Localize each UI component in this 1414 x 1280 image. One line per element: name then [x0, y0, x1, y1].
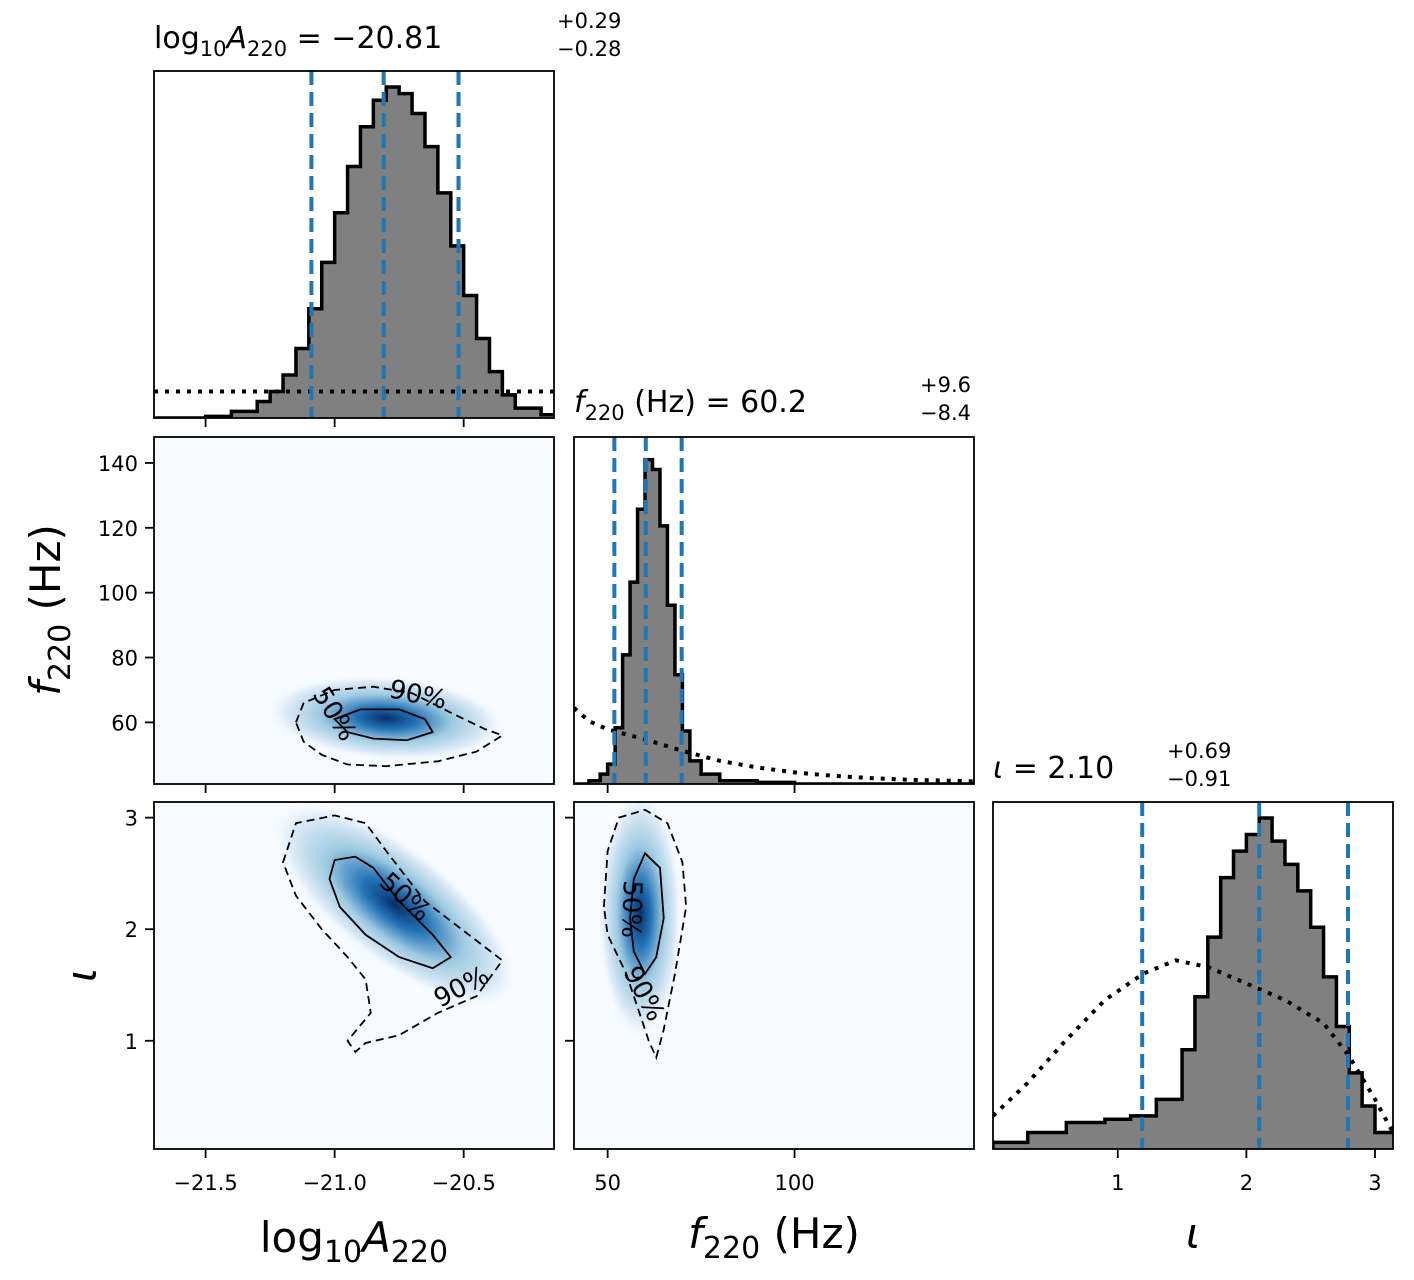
panel-hist-f220: [573, 436, 975, 785]
xtick-label-iota-1: 2: [1240, 1171, 1253, 1195]
xlabel-iota: ι: [1186, 1209, 1200, 1258]
hist-iota-fill: [993, 818, 1393, 1149]
title-iota-minus: −0.91: [1167, 767, 1231, 791]
ytick-label-f220-4: 140: [98, 452, 138, 476]
panel-2d-logA-iota: [153, 801, 555, 1150]
panel-hist-logA: [153, 70, 555, 419]
contour-50-logA-f220: [333, 708, 435, 742]
ylabel-iota: ι: [57, 968, 106, 982]
xtick-label-logA-1: −21.0: [302, 1171, 366, 1195]
xtick-label-f220-0: 50: [594, 1171, 621, 1195]
contour-90-f220-iota: [603, 808, 688, 1061]
ytick-label-f220-3: 120: [98, 517, 138, 541]
xtick-label-iota-2: 3: [1368, 1171, 1381, 1195]
title-f220-plus: +9.6: [920, 373, 971, 397]
title-iota: ι = 2.10: [993, 751, 1114, 786]
contour-50-logA-iota: [328, 855, 453, 970]
contour-90-logA-iota: [282, 814, 504, 1054]
quantile-lines: [309, 71, 1350, 1149]
ytick-label-f220-1: 80: [111, 647, 138, 671]
hist-f220-fill: [574, 459, 974, 784]
xlabel-logA: log10A220: [260, 1213, 448, 1270]
title-logA-minus: −0.28: [557, 37, 621, 61]
ytick-label-f220-2: 100: [98, 582, 138, 606]
hist-f220-step: [574, 457, 974, 784]
hist-logA-step: [154, 85, 554, 418]
hist-iota-step: [993, 816, 1393, 1149]
hist-logA-fill: [154, 87, 554, 418]
hist-iota-prior: [993, 958, 1393, 1134]
contour-label-50-f220-iota: 50%: [615, 880, 647, 939]
xtick-label-iota-0: 1: [1111, 1171, 1124, 1195]
xlabel-f220: f220 (Hz): [688, 1209, 860, 1266]
axis-ticks: −21.5 −21.0 −20.5 50 100 1 2 3 60 80 100 120 140 1 2 3: [98, 418, 1382, 1195]
title-f220: f220 (Hz) = 60.2: [574, 385, 807, 425]
density-logA-iota: [271, 802, 519, 1009]
hist-f220-prior: [574, 706, 974, 784]
density-logA-f220: [266, 675, 506, 761]
title-f220-minus: −8.4: [920, 401, 971, 425]
contour-50-f220-iota: [629, 851, 665, 976]
ytick-label-f220-0: 60: [111, 711, 138, 735]
ylabel-f220: f220 (Hz): [21, 524, 78, 696]
density-f220-iota: [598, 802, 682, 1040]
title-logA: log10A220 = −20.81: [154, 21, 442, 61]
panel-2d-logA-f220: [153, 436, 555, 785]
xtick-label-logA-2: −20.5: [431, 1171, 495, 1195]
title-iota-plus: +0.69: [1167, 739, 1231, 763]
panel-2d-f220-iota: [573, 801, 975, 1150]
ytick-label-iota-0: 1: [125, 1030, 138, 1054]
xtick-label-f220-1: 100: [775, 1171, 815, 1195]
contour-90-logA-f220: [294, 685, 505, 768]
panel-hist-iota: [992, 801, 1394, 1150]
title-logA-plus: +0.29: [557, 9, 621, 33]
ytick-label-iota-2: 3: [125, 807, 138, 831]
xtick-label-logA-0: −21.5: [173, 1171, 237, 1195]
ytick-label-iota-1: 2: [125, 918, 138, 942]
